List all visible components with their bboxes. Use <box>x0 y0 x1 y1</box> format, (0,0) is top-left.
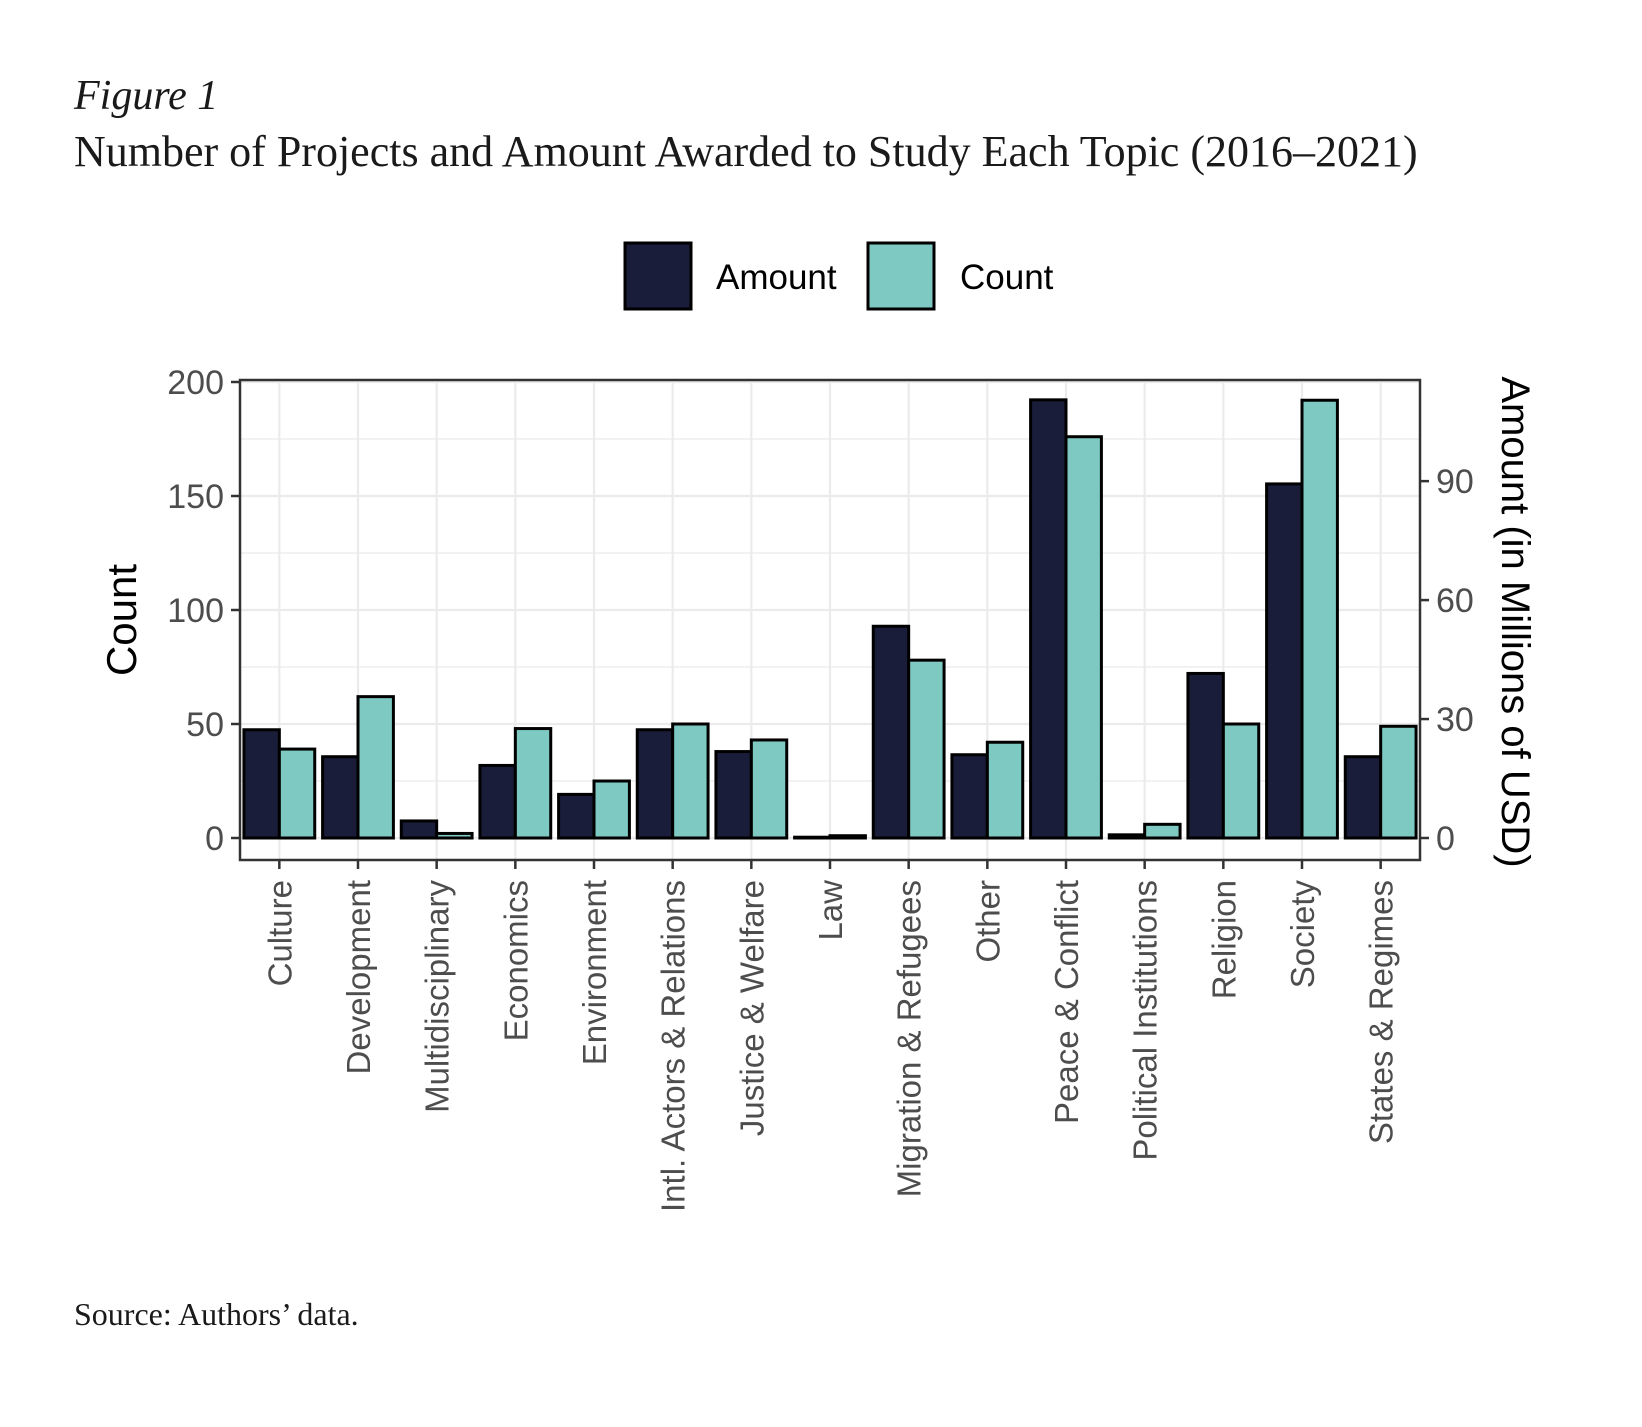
bar-amount <box>793 835 832 840</box>
bar-count <box>356 695 395 840</box>
x-tick-label: Justice & Welfare <box>733 880 770 1136</box>
legend: Amount Count <box>623 241 1054 311</box>
x-tick-label: Development <box>340 880 377 1074</box>
bar-count <box>1379 724 1418 840</box>
x-tick-label: Economics <box>497 880 534 1041</box>
x-tick-label: Migration & Refugees <box>891 880 928 1197</box>
y-tick-label: 100 <box>167 592 224 630</box>
x-tick-label: Political Institutions <box>1127 880 1164 1161</box>
bar-count <box>1064 435 1103 840</box>
bar-count <box>592 779 631 840</box>
figure-title: Number of Projects and Amount Awarded to… <box>74 127 1418 176</box>
y2-tick-label: 90 <box>1436 463 1474 501</box>
x-tick-label: Peace & Conflict <box>1048 880 1085 1124</box>
x-tick-label: Intl. Actors & Relations <box>655 880 692 1212</box>
bar-amount <box>478 763 517 840</box>
bar-amount <box>242 728 281 840</box>
legend-swatch-count <box>866 241 936 311</box>
bar-count <box>749 738 789 840</box>
axes: 0 50 100 150 200 0 30 60 90 Culture Development Mul… <box>167 364 1474 1212</box>
bar-amount <box>1343 755 1383 840</box>
x-tick-label: Society <box>1284 880 1321 989</box>
bar-count <box>1143 822 1182 840</box>
x-tick-label: Other <box>969 880 1006 963</box>
legend-label-count: Count <box>960 258 1054 297</box>
x-tick-label: Environment <box>576 880 613 1065</box>
bar-count <box>1221 722 1261 840</box>
y2-tick-label: 30 <box>1436 701 1474 739</box>
figure-label: Figure 1 <box>74 73 219 119</box>
bar-amount <box>714 750 753 840</box>
x-tick-label: Religion <box>1205 880 1242 999</box>
y-tick-label: 200 <box>167 364 224 402</box>
bar-amount <box>1265 482 1304 840</box>
y-axis-label: Count <box>98 564 145 676</box>
bar-count <box>435 831 474 840</box>
bar-count <box>277 747 317 840</box>
bar-amount <box>635 728 675 840</box>
bar-amount <box>871 624 911 840</box>
bars <box>242 398 1418 840</box>
bar-count <box>1300 398 1339 840</box>
y2-axis-label: Amount (in Millions of USD) <box>1493 376 1537 867</box>
bar-count <box>513 727 553 840</box>
x-tick-label: Multidisciplinary <box>419 880 456 1113</box>
bar-count <box>907 658 946 840</box>
y2-tick-label: 0 <box>1436 820 1455 858</box>
y-tick-label: 0 <box>205 820 224 858</box>
y-tick-label: 50 <box>186 706 224 744</box>
x-tick-label: States & Regimes <box>1363 880 1400 1144</box>
x-tick-label: Culture <box>261 880 298 986</box>
bar-amount <box>399 819 439 840</box>
bar-amount <box>1029 398 1068 840</box>
source-note: Source: Authors’ data. <box>74 1296 359 1332</box>
bar-amount <box>1186 671 1225 840</box>
bar-amount <box>557 792 596 840</box>
bar-count <box>985 740 1025 840</box>
bar-count <box>671 722 710 840</box>
bar-amount <box>321 755 360 840</box>
legend-swatch-amount <box>623 241 693 311</box>
x-tick-label: Law <box>812 880 849 941</box>
y-tick-label: 150 <box>167 478 224 516</box>
legend-label-amount: Amount <box>716 258 837 297</box>
bar-count <box>828 834 867 840</box>
bar-amount <box>950 753 989 840</box>
y2-tick-label: 60 <box>1436 582 1474 620</box>
bar-amount <box>1107 833 1147 840</box>
